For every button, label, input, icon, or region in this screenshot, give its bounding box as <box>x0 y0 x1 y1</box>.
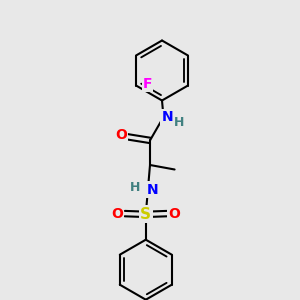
Text: O: O <box>111 207 123 220</box>
Text: F: F <box>143 77 152 91</box>
Text: O: O <box>115 128 127 142</box>
Text: N: N <box>147 183 158 196</box>
Text: O: O <box>168 207 180 220</box>
Text: H: H <box>174 116 184 130</box>
Text: S: S <box>140 207 151 222</box>
Text: N: N <box>162 110 173 124</box>
Text: H: H <box>130 181 140 194</box>
